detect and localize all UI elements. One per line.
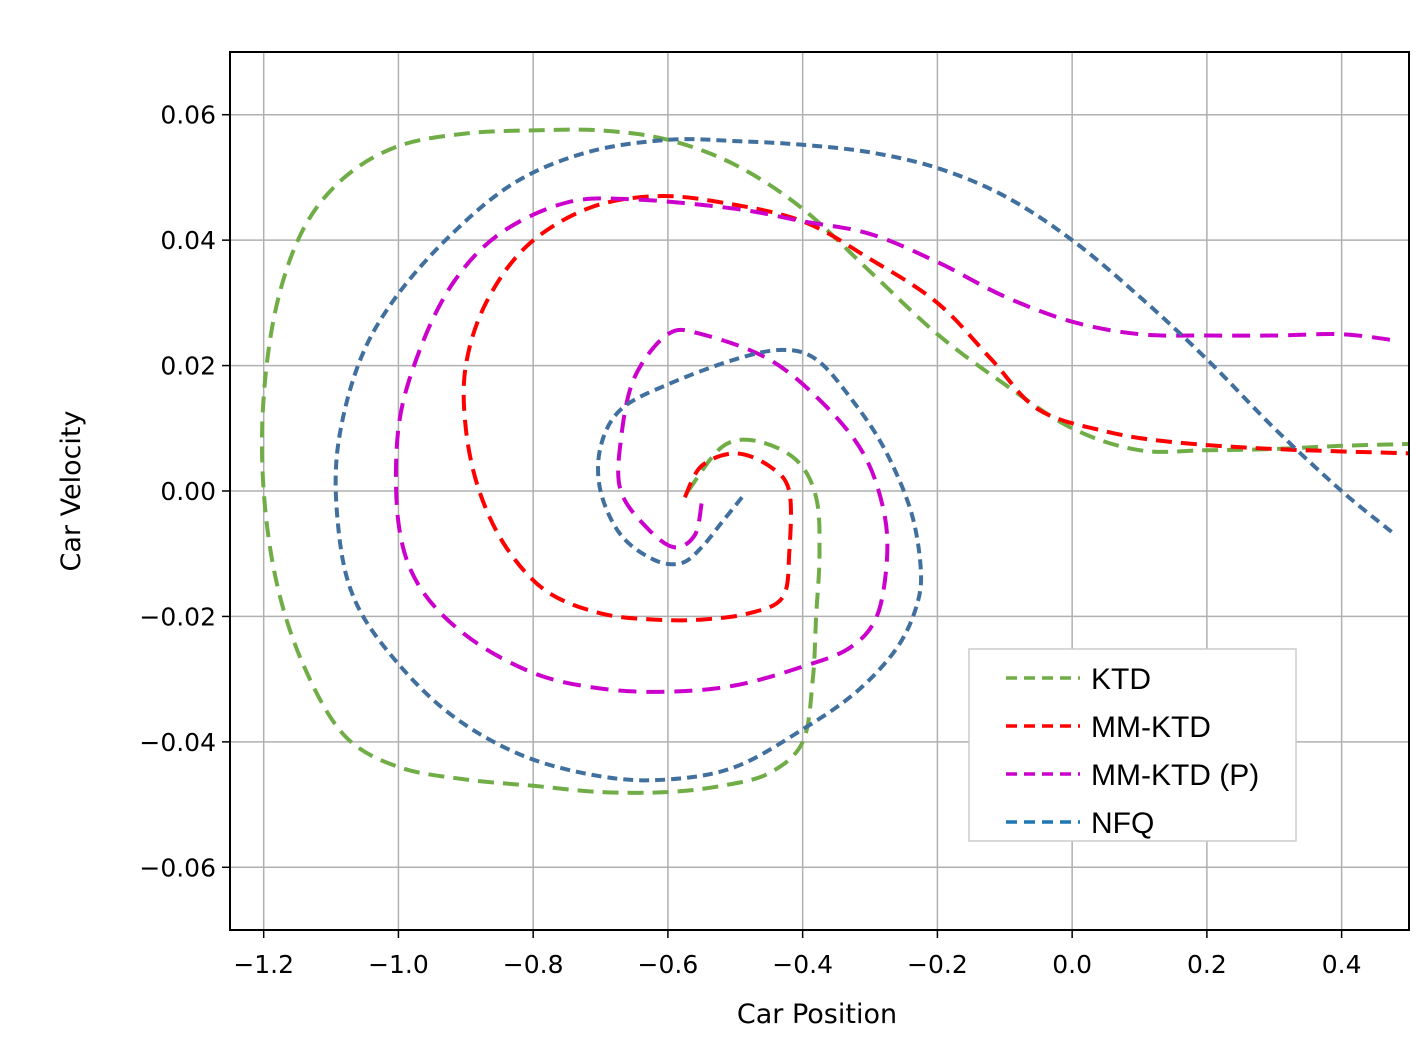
y-tick-label: −0.04 <box>139 728 216 757</box>
x-tick-label: 0.0 <box>1052 950 1092 979</box>
y-tick-label: 0.06 <box>160 101 216 130</box>
series-line-nfq <box>333 137 1397 783</box>
y-axis-label: Car Velocity <box>56 410 87 571</box>
legend-label: MM-KTD <box>1091 711 1211 744</box>
series-layer <box>259 127 1409 795</box>
y-tick-label: 0.00 <box>160 477 216 506</box>
x-axis: −1.2 −1.0 −0.8 −0.6 −0.4 −0.2 0.0 0.2 0.4 <box>233 930 1362 979</box>
series-line-mm-ktd <box>461 194 1409 623</box>
y-tick-label: 0.04 <box>160 226 216 255</box>
legend-label: KTD <box>1091 663 1151 696</box>
grid <box>230 52 1409 930</box>
y-axis: 0.06 0.04 0.02 0.00 −0.02 −0.04 −0.06 <box>139 101 230 882</box>
x-tick-label: −0.8 <box>503 950 564 979</box>
legend-frame <box>968 648 1297 842</box>
x-axis-label: Car Position <box>737 999 897 1030</box>
legend-label: NFQ <box>1091 807 1154 840</box>
x-tick-label: −1.0 <box>368 950 429 979</box>
x-tick-label: −0.4 <box>772 950 833 979</box>
series-line-ktd <box>259 127 1409 795</box>
x-tick-label: 0.4 <box>1322 950 1362 979</box>
y-tick-label: −0.02 <box>139 602 216 631</box>
y-tick-label: 0.02 <box>160 352 216 381</box>
series-line-mm-ktd-p <box>393 196 1396 694</box>
x-tick-label: 0.2 <box>1187 950 1227 979</box>
x-tick-label: −1.2 <box>233 950 294 979</box>
legend: KTD MM-KTD MM-KTD (P) NFQ <box>968 648 1297 842</box>
x-tick-label: −0.2 <box>907 950 968 979</box>
legend-label: MM-KTD (P) <box>1091 759 1259 792</box>
y-tick-label: −0.06 <box>139 853 216 882</box>
x-tick-label: −0.6 <box>638 950 699 979</box>
